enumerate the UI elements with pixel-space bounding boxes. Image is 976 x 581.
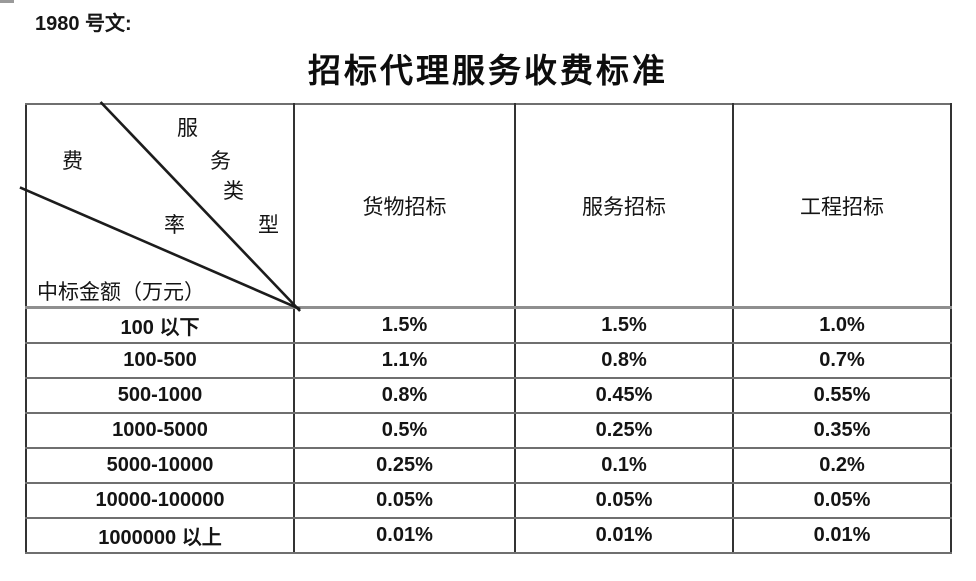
rate-cell: 0.25%	[293, 446, 516, 484]
rate-cell: 0.8%	[514, 341, 734, 379]
scan-artifact-mark	[0, 0, 14, 3]
fee-standard-table: 服 务 类 型 费 率 中标金额（万元） 货物招标 服务招标 工程招标 100 …	[19, 101, 952, 554]
table-row: 5000-10000 0.25% 0.1% 0.2%	[25, 446, 952, 484]
table-row: 1000-5000 0.5% 0.25% 0.35%	[25, 411, 952, 449]
row-range-cell: 5000-10000	[25, 446, 295, 484]
rate-cell: 1.1%	[293, 341, 516, 379]
corner-label-fee-rate-char: 费	[62, 149, 83, 173]
rate-cell: 0.05%	[732, 481, 952, 519]
corner-label-bid-amount: 中标金额（万元）	[37, 280, 205, 304]
rate-cell: 0.2%	[732, 446, 952, 484]
row-range-cell: 500-1000	[25, 376, 295, 414]
row-range-cell: 100-500	[25, 341, 295, 379]
rate-cell: 0.8%	[293, 376, 516, 414]
rate-cell: 0.35%	[732, 411, 952, 449]
header-row: 服 务 类 型 费 率 中标金额（万元） 货物招标 服务招标 工程招标	[19, 101, 952, 312]
table-row: 1000000 以上 0.01% 0.01% 0.01%	[25, 516, 952, 554]
rate-cell: 0.01%	[514, 516, 734, 554]
row-range-cell: 1000000 以上	[25, 516, 295, 554]
table-row: 100-500 1.1% 0.8% 0.7%	[25, 341, 952, 379]
page-title: 招标代理服务收费标准	[308, 54, 668, 90]
row-range-cell: 100 以下	[25, 306, 295, 344]
diagonal-divider-lines	[19, 101, 302, 312]
corner-label-service-type-char: 类	[223, 179, 244, 203]
table-row: 10000-100000 0.05% 0.05% 0.05%	[25, 481, 952, 519]
column-header-goods-bidding: 货物招标	[293, 103, 516, 309]
rate-cell: 0.55%	[732, 376, 952, 414]
corner-label-service-type-char: 型	[258, 213, 279, 237]
rate-cell: 1.5%	[514, 306, 734, 344]
rate-cell: 0.45%	[514, 376, 734, 414]
corner-label-service-type-char: 务	[210, 149, 231, 173]
column-header-service-bidding: 服务招标	[514, 103, 734, 309]
rate-cell: 0.01%	[732, 516, 952, 554]
column-header-works-bidding: 工程招标	[732, 103, 952, 309]
corner-label-fee-rate-char: 率	[164, 213, 185, 237]
doc-reference: 1980 号文:	[35, 13, 132, 35]
table-row: 100 以下 1.5% 1.5% 1.0%	[25, 306, 952, 344]
row-range-cell: 1000-5000	[25, 411, 295, 449]
corner-header-cell: 服 务 类 型 费 率 中标金额（万元）	[19, 101, 302, 312]
rate-cell: 0.05%	[514, 481, 734, 519]
rate-cell: 0.7%	[732, 341, 952, 379]
rate-cell: 0.1%	[514, 446, 734, 484]
rate-cell: 0.01%	[293, 516, 516, 554]
rate-cell: 1.0%	[732, 306, 952, 344]
rate-cell: 0.05%	[293, 481, 516, 519]
rate-cell: 0.25%	[514, 411, 734, 449]
rate-cell: 1.5%	[293, 306, 516, 344]
rate-cell: 0.5%	[293, 411, 516, 449]
table-row: 500-1000 0.8% 0.45% 0.55%	[25, 376, 952, 414]
row-range-cell: 10000-100000	[25, 481, 295, 519]
corner-label-service-type-char: 服	[177, 116, 198, 140]
